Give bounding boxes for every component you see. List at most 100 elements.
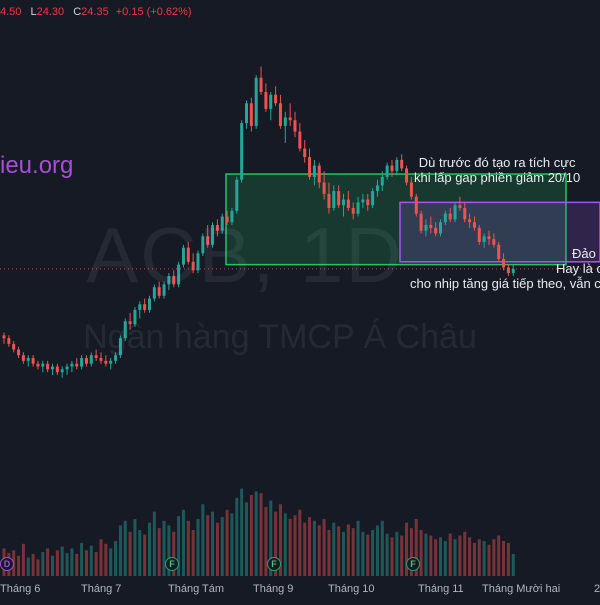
close-label: C (73, 6, 82, 18)
candle-body (308, 157, 312, 177)
candle-body (104, 360, 108, 364)
x-axis-label: Tháng 7 (81, 583, 122, 595)
candle-body (390, 165, 394, 172)
low-value: 24.30 (36, 6, 65, 18)
x-axis-label: Tháng 9 (253, 583, 294, 595)
ohlc-legend: 4.50 L24.30 C24.35 +0.15 (+0.62%) (0, 6, 192, 18)
volume-bar (443, 541, 447, 576)
candle-body (356, 202, 360, 214)
candle-body (264, 91, 268, 109)
volume-bar (283, 513, 287, 576)
candle-body (167, 275, 171, 285)
candle-body (2, 335, 6, 339)
green-box (225, 173, 567, 266)
candle-body (424, 225, 428, 231)
volume-bar (361, 531, 365, 576)
volume-bar (434, 539, 438, 576)
candle-body (12, 343, 16, 350)
candle-body (31, 358, 35, 364)
volume-bar (356, 520, 360, 576)
volume-bar (41, 552, 45, 576)
candle-body (361, 199, 365, 203)
volume-bar (506, 542, 510, 576)
volume-bar (211, 511, 215, 576)
candle-body (288, 117, 292, 121)
volume-bar (181, 509, 185, 576)
volume-bar (264, 507, 268, 576)
candle-body (7, 338, 11, 344)
financial-event-icon[interactable]: F (267, 557, 281, 571)
watermark-company: Ngân hàng TMCP Á Châu (83, 318, 477, 356)
candle-body (448, 213, 452, 220)
volume-bar (123, 520, 127, 576)
candle-body (249, 103, 253, 126)
volume-bar (298, 509, 302, 576)
candle-body (41, 363, 45, 367)
candle-body (405, 168, 409, 183)
volume-bar (332, 522, 336, 576)
financial-event-icon[interactable]: F (406, 557, 420, 571)
candle-body (443, 213, 447, 223)
volume-bar (26, 557, 30, 576)
volume-bar (409, 528, 413, 576)
candle-body (278, 103, 282, 126)
candle-body (21, 355, 25, 361)
volume-bar (288, 518, 292, 576)
candle-body (409, 182, 413, 197)
candle-body (385, 165, 389, 177)
candle-body (196, 253, 200, 271)
volume-bar (375, 525, 379, 576)
candle-body (482, 236, 486, 242)
candle-body (380, 176, 384, 186)
candle-body (414, 196, 418, 214)
volume-bar (55, 550, 59, 576)
volume-bar (133, 518, 137, 576)
volume-bar (167, 525, 171, 576)
volume-bar (458, 535, 462, 576)
candle-body (148, 298, 151, 310)
change-value: +0.15 (+0.62%) (115, 6, 192, 18)
volume-bar (278, 504, 282, 576)
candle-body (375, 185, 379, 192)
volume-bar (269, 500, 273, 576)
candle-body (65, 366, 69, 370)
x-axis-label: Tháng 11 (418, 583, 464, 595)
volume-bar (201, 504, 205, 576)
candle-body (172, 275, 176, 285)
volume-bar (84, 550, 88, 576)
volume-bar (70, 548, 74, 576)
candle-body (215, 225, 219, 231)
volume-bar (405, 522, 409, 576)
candle-body (366, 199, 370, 206)
volume-bar (46, 548, 50, 576)
candle-body (225, 216, 229, 223)
candle-body (138, 304, 142, 310)
candle-body (186, 247, 190, 262)
candle-body (327, 193, 331, 209)
annotation-note-2[interactable]: Đảo Hay là c cho nhịp tăng giá tiếp theo… (410, 246, 600, 291)
volume-bar (143, 534, 147, 576)
annotation-note-2-line-2: Hay là c (556, 261, 600, 276)
candle-body (468, 219, 472, 223)
candle-body (332, 191, 336, 209)
candle-body (283, 117, 287, 126)
volume-bar (395, 531, 399, 576)
volume-bar (477, 539, 481, 576)
volume-bar (36, 559, 40, 576)
x-axis-label: 2 (594, 583, 600, 595)
candle-body (94, 355, 98, 359)
candle-body (109, 360, 113, 364)
candle-body (230, 210, 234, 223)
financial-event-icon[interactable]: F (165, 557, 179, 571)
dividend-event-icon[interactable]: D (0, 557, 14, 571)
candle-body (55, 366, 59, 373)
annotation-note-1[interactable]: Dù trước đó tạo ra tích cực khi lấp gap … (414, 155, 580, 185)
candle-body (17, 349, 21, 356)
candle-body (342, 199, 345, 206)
candle-body (84, 358, 88, 364)
volume-bar (453, 539, 457, 576)
volume-bar (240, 488, 244, 576)
volume-bar (312, 520, 316, 576)
